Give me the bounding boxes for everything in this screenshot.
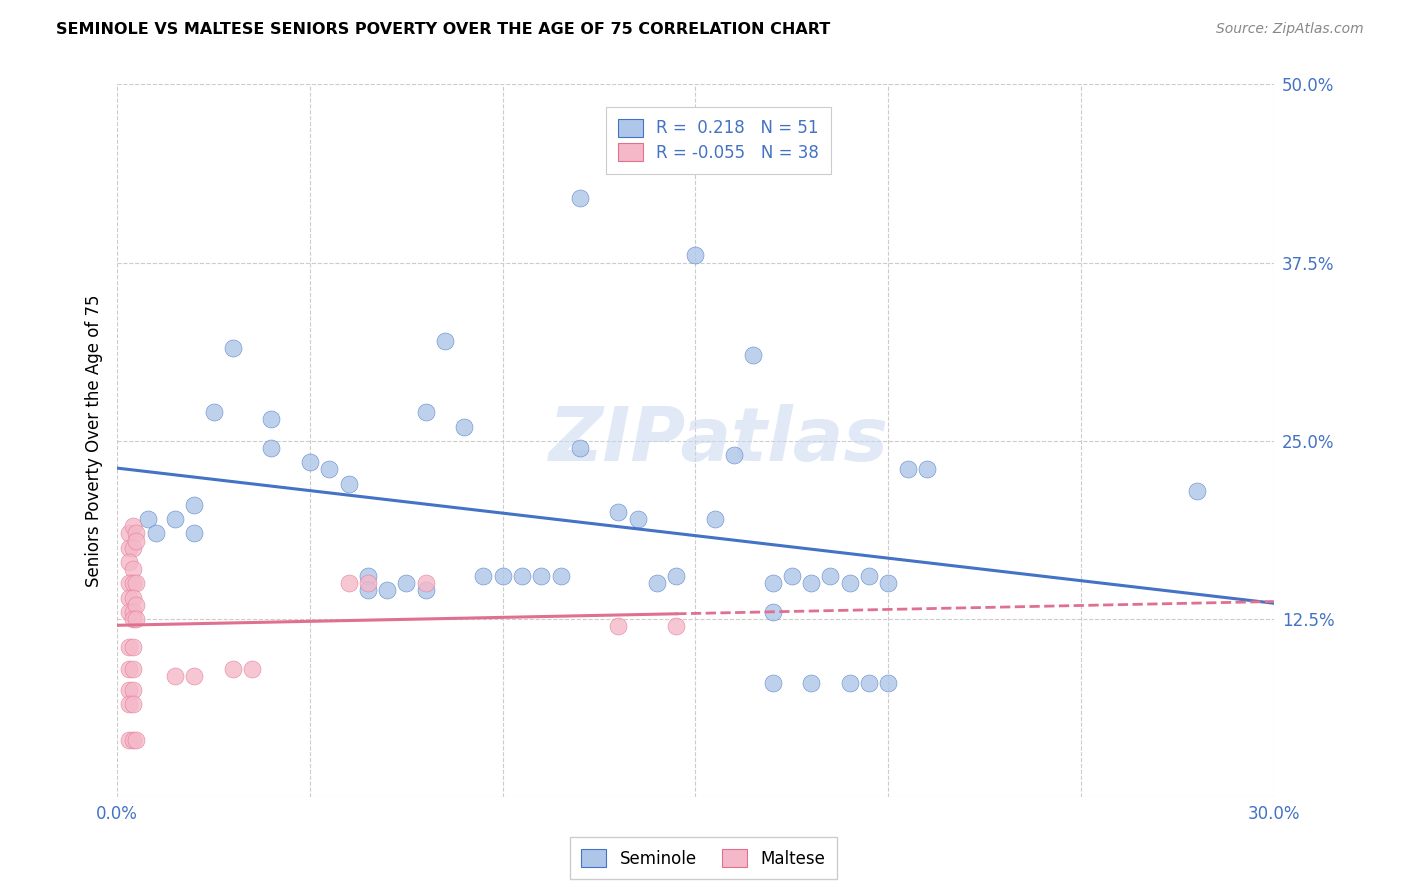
- Point: [260, 412, 283, 426]
- Point: [415, 576, 437, 591]
- Point: [877, 676, 900, 690]
- Point: [357, 569, 380, 583]
- Point: [762, 576, 785, 591]
- Point: [118, 576, 141, 591]
- Point: [896, 462, 918, 476]
- Point: [415, 405, 437, 419]
- Point: [337, 576, 360, 591]
- Legend: Seminole, Maltese: Seminole, Maltese: [569, 838, 837, 880]
- Point: [472, 569, 495, 583]
- Point: [121, 683, 143, 698]
- Text: ZIPatlas: ZIPatlas: [548, 404, 889, 477]
- Point: [530, 569, 553, 583]
- Point: [118, 662, 141, 676]
- Point: [145, 526, 167, 541]
- Point: [1185, 483, 1208, 498]
- Point: [121, 612, 143, 626]
- Point: [183, 669, 205, 683]
- Point: [703, 512, 725, 526]
- Point: [222, 341, 245, 355]
- Point: [780, 569, 803, 583]
- Point: [183, 526, 205, 541]
- Point: [260, 441, 283, 455]
- Point: [125, 598, 148, 612]
- Point: [118, 605, 141, 619]
- Point: [118, 640, 141, 655]
- Point: [607, 505, 630, 519]
- Text: Source: ZipAtlas.com: Source: ZipAtlas.com: [1216, 22, 1364, 37]
- Point: [492, 569, 515, 583]
- Point: [125, 733, 148, 747]
- Point: [375, 583, 398, 598]
- Point: [877, 576, 900, 591]
- Point: [118, 541, 141, 555]
- Point: [800, 676, 823, 690]
- Point: [121, 698, 143, 712]
- Point: [163, 512, 186, 526]
- Point: [665, 569, 688, 583]
- Text: SEMINOLE VS MALTESE SENIORS POVERTY OVER THE AGE OF 75 CORRELATION CHART: SEMINOLE VS MALTESE SENIORS POVERTY OVER…: [56, 22, 831, 37]
- Point: [627, 512, 650, 526]
- Point: [723, 448, 745, 462]
- Point: [742, 348, 765, 362]
- Point: [118, 555, 141, 569]
- Point: [510, 569, 533, 583]
- Point: [357, 576, 380, 591]
- Point: [665, 619, 688, 633]
- Point: [762, 605, 785, 619]
- Point: [838, 576, 860, 591]
- Point: [820, 569, 842, 583]
- Point: [915, 462, 938, 476]
- Point: [118, 698, 141, 712]
- Point: [125, 533, 148, 548]
- Point: [395, 576, 418, 591]
- Point: [415, 583, 437, 598]
- Point: [685, 248, 707, 262]
- Point: [136, 512, 159, 526]
- Point: [121, 640, 143, 655]
- Point: [645, 576, 668, 591]
- Point: [118, 526, 141, 541]
- Point: [118, 591, 141, 605]
- Legend: R =  0.218   N = 51, R = -0.055   N = 38: R = 0.218 N = 51, R = -0.055 N = 38: [606, 107, 831, 174]
- Point: [202, 405, 225, 419]
- Point: [240, 662, 263, 676]
- Point: [125, 526, 148, 541]
- Point: [838, 676, 860, 690]
- Point: [121, 562, 143, 576]
- Point: [318, 462, 340, 476]
- Point: [858, 676, 880, 690]
- Point: [607, 619, 630, 633]
- Point: [183, 498, 205, 512]
- Point: [298, 455, 321, 469]
- Point: [858, 569, 880, 583]
- Point: [568, 192, 591, 206]
- Point: [433, 334, 456, 348]
- Point: [118, 683, 141, 698]
- Point: [357, 583, 380, 598]
- Point: [121, 662, 143, 676]
- Point: [125, 576, 148, 591]
- Point: [337, 476, 360, 491]
- Y-axis label: Seniors Poverty Over the Age of 75: Seniors Poverty Over the Age of 75: [86, 294, 103, 587]
- Point: [222, 662, 245, 676]
- Point: [568, 441, 591, 455]
- Point: [121, 576, 143, 591]
- Point: [125, 612, 148, 626]
- Point: [121, 733, 143, 747]
- Point: [163, 669, 186, 683]
- Point: [550, 569, 572, 583]
- Point: [118, 733, 141, 747]
- Point: [121, 605, 143, 619]
- Point: [121, 541, 143, 555]
- Point: [121, 519, 143, 533]
- Point: [800, 576, 823, 591]
- Point: [121, 591, 143, 605]
- Point: [453, 419, 475, 434]
- Point: [762, 676, 785, 690]
